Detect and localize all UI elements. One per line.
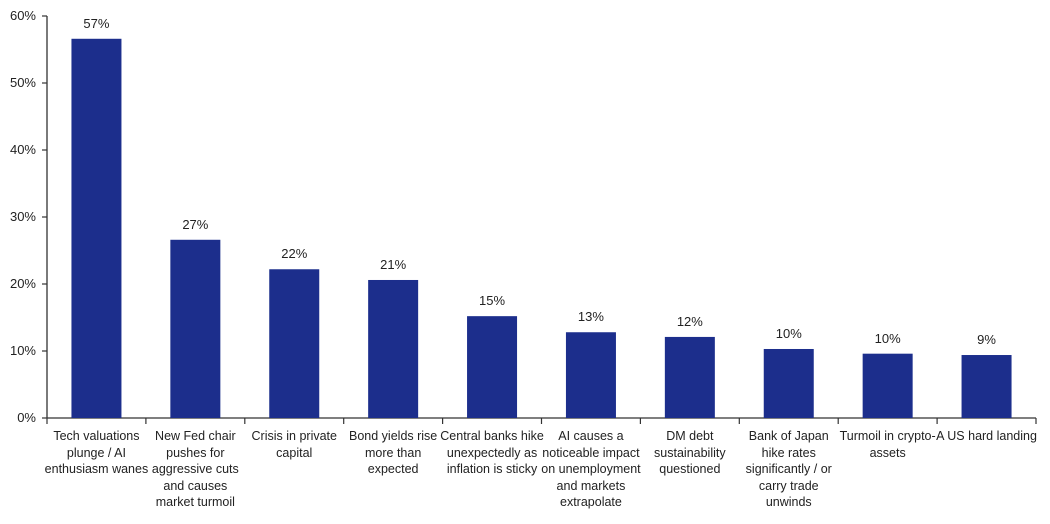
x-category-label: Bank of Japan hike rates significantly /… [745,429,832,509]
data-label: 9% [977,332,996,348]
x-category-label: DM debt sustainability questioned [654,429,726,476]
y-tick-label: 60% [9,8,36,23]
data-label: 13% [577,309,604,325]
data-label: 21% [380,256,407,272]
bar [961,355,1012,418]
y-tick-label: 0% [17,410,36,425]
y-tick-label: 50% [9,75,36,90]
x-category-label: New Fed chair pushes for aggressive cuts… [151,429,239,509]
x-category-label: AI causes a noticeable impact on unemplo… [541,429,641,509]
data-label: 27% [182,216,209,232]
data-label: 22% [281,246,308,262]
x-category-label: A US hard landing [936,429,1037,443]
data-label: 12% [676,313,703,329]
bar [269,269,320,418]
bar [71,38,122,418]
bar [664,336,715,418]
data-label: 57% [83,15,110,31]
x-category-label: Central banks hike unexpectedly as infla… [440,429,544,476]
bar [368,279,419,418]
bar [170,239,221,418]
y-tick-label: 10% [9,343,36,358]
data-label: 10% [775,325,802,341]
bar [565,332,616,418]
y-tick-label: 40% [9,142,36,157]
x-category-label: Crisis in private capital [251,429,337,460]
y-tick-label: 30% [9,209,36,224]
data-label: 15% [479,293,506,309]
bar [467,316,518,418]
data-label: 10% [874,330,901,346]
bar [862,353,913,418]
x-category-label: Tech valuations plunge / AI enthusiasm w… [44,429,149,476]
x-category-label: Bond yields rise more than expected [349,429,438,476]
y-tick-label: 20% [9,276,36,291]
bar [763,348,814,418]
x-category-label: Turmoil in crypto-assets [839,429,936,460]
